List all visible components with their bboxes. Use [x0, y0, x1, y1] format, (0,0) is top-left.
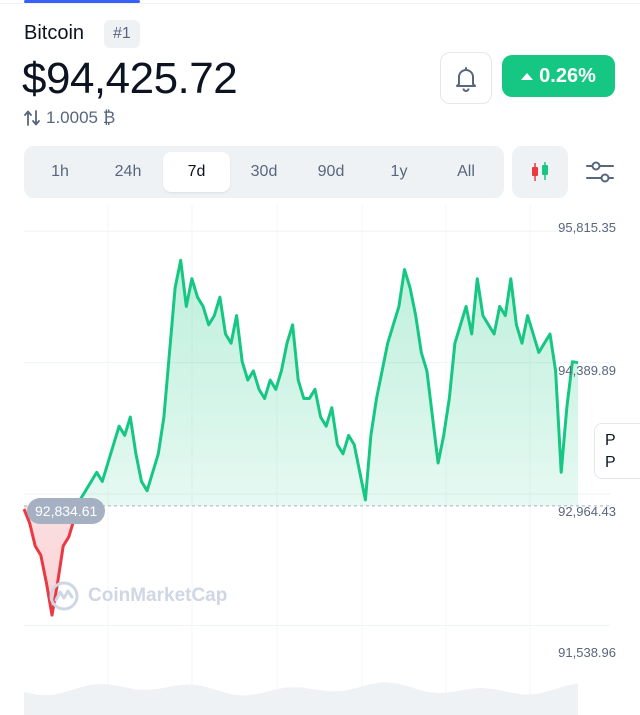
- tab-1y[interactable]: 1y: [390, 163, 408, 180]
- sliders-icon: [586, 161, 614, 183]
- side-panel-text: P: [605, 432, 616, 449]
- coin-name: Bitcoin: [24, 22, 85, 44]
- price-change-value: 0.26%: [539, 64, 596, 87]
- price-line-up: [76, 258, 579, 506]
- tab-all[interactable]: All: [457, 163, 475, 180]
- y-axis-label: 91,538.96: [558, 645, 616, 660]
- chart-type-button[interactable]: [512, 146, 568, 198]
- tab-90d[interactable]: 90d: [317, 163, 345, 180]
- volume-area: [24, 682, 578, 715]
- candlestick-icon: [532, 162, 548, 181]
- tab-24h[interactable]: 24h: [114, 163, 142, 180]
- side-panel-text: P: [605, 454, 616, 471]
- reference-price-label: 92,834.61: [27, 498, 106, 524]
- btc-conversion: 1.0005 ₿: [24, 108, 115, 128]
- price-chart[interactable]: [0, 205, 640, 715]
- coinmarketcap-watermark: CoinMarketCap: [48, 580, 227, 612]
- timeframe-tabs: 1h 24h 7d 30d 90d 1y All: [24, 146, 504, 198]
- y-axis-label: 94,389.89: [558, 363, 616, 378]
- tab-30d[interactable]: 30d: [250, 163, 278, 180]
- rank-badge: #1: [104, 20, 140, 48]
- current-price: $94,425.72: [22, 54, 238, 103]
- price-area-above: [24, 260, 578, 506]
- price-alert-button[interactable]: [440, 52, 492, 104]
- y-axis-label: 95,815.35: [558, 220, 616, 235]
- btc-value: 1.0005 ₿: [46, 108, 116, 127]
- tab-1h[interactable]: 1h: [51, 163, 69, 180]
- arrow-up-icon: [521, 72, 534, 80]
- active-tab-indicator: [24, 0, 140, 3]
- chart-settings-button[interactable]: [582, 156, 618, 188]
- price-area-below: [24, 505, 79, 616]
- swap-vertical-icon: [24, 110, 40, 126]
- y-axis-label: 92,964.43: [558, 504, 616, 519]
- divider: [0, 3, 640, 4]
- watermark-text: CoinMarketCap: [88, 585, 228, 606]
- bell-icon: [456, 67, 476, 92]
- tab-7d[interactable]: 7d: [163, 152, 230, 192]
- side-panel-tab[interactable]: P P: [594, 423, 640, 479]
- coinmarketcap-logo-icon: [49, 581, 79, 611]
- price-change-badge: 0.26%: [502, 55, 615, 97]
